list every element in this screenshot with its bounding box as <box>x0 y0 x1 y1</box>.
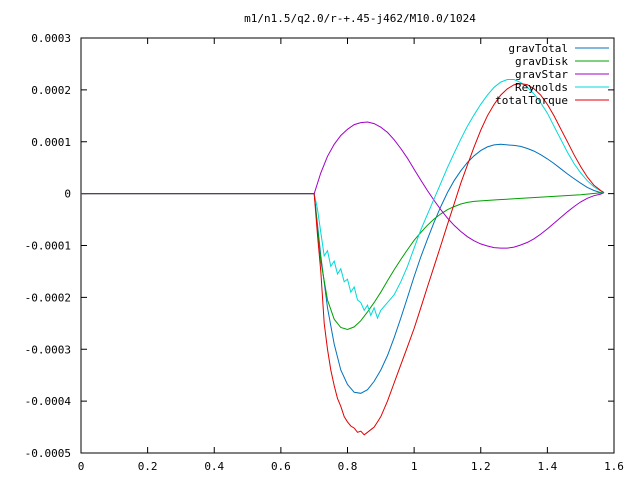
series-line-gravStar <box>81 121 605 249</box>
x-tick-label: 1.2 <box>471 460 491 473</box>
series-group <box>81 79 605 436</box>
chart-title: m1/n1.5/q2.0/r-+.45-j462/M10.0/1024 <box>244 12 476 25</box>
x-tick-label: 0.6 <box>271 460 291 473</box>
y-tick-label: -0.0005 <box>25 447 71 460</box>
y-tick-label: 0.0001 <box>31 136 71 149</box>
y-axis: 0.0003 0.0002 0.0001 0 -0.0001 -0.0002 -0.0003… <box>25 32 614 460</box>
x-tick-label: 0.8 <box>338 460 358 473</box>
x-tick-label: 0.4 <box>204 460 224 473</box>
x-tick-label: 0.2 <box>138 460 158 473</box>
series-line-totalTorque <box>81 83 605 436</box>
series-line-Reynolds <box>81 79 605 320</box>
legend: gravTotalgravDiskgravStarReynoldstotalTo… <box>495 42 609 107</box>
x-tick-label: 1.4 <box>537 460 557 473</box>
y-tick-label: 0.0002 <box>31 84 71 97</box>
legend-label-gravDisk: gravDisk <box>515 55 568 68</box>
y-tick-label: -0.0003 <box>25 343 71 356</box>
x-tick-label: 0 <box>78 460 85 473</box>
x-axis: 0 0.2 0.4 0.6 0.8 1 1.2 1.4 1.6 <box>78 38 624 473</box>
legend-label-Reynolds: Reynolds <box>515 81 568 94</box>
x-tick-label: 1.6 <box>604 460 624 473</box>
series-line-gravDisk <box>81 192 605 331</box>
y-tick-label: -0.0001 <box>25 240 71 253</box>
series-line-gravTotal <box>81 143 605 394</box>
legend-label-gravStar: gravStar <box>515 68 568 81</box>
x-tick-label: 1 <box>411 460 418 473</box>
y-tick-label: 0.0003 <box>31 32 71 45</box>
legend-label-totalTorque: totalTorque <box>495 94 568 107</box>
legend-label-gravTotal: gravTotal <box>508 42 568 55</box>
y-tick-label: -0.0004 <box>25 395 72 408</box>
y-tick-label: 0 <box>64 188 71 201</box>
y-tick-label: -0.0002 <box>25 291 71 304</box>
